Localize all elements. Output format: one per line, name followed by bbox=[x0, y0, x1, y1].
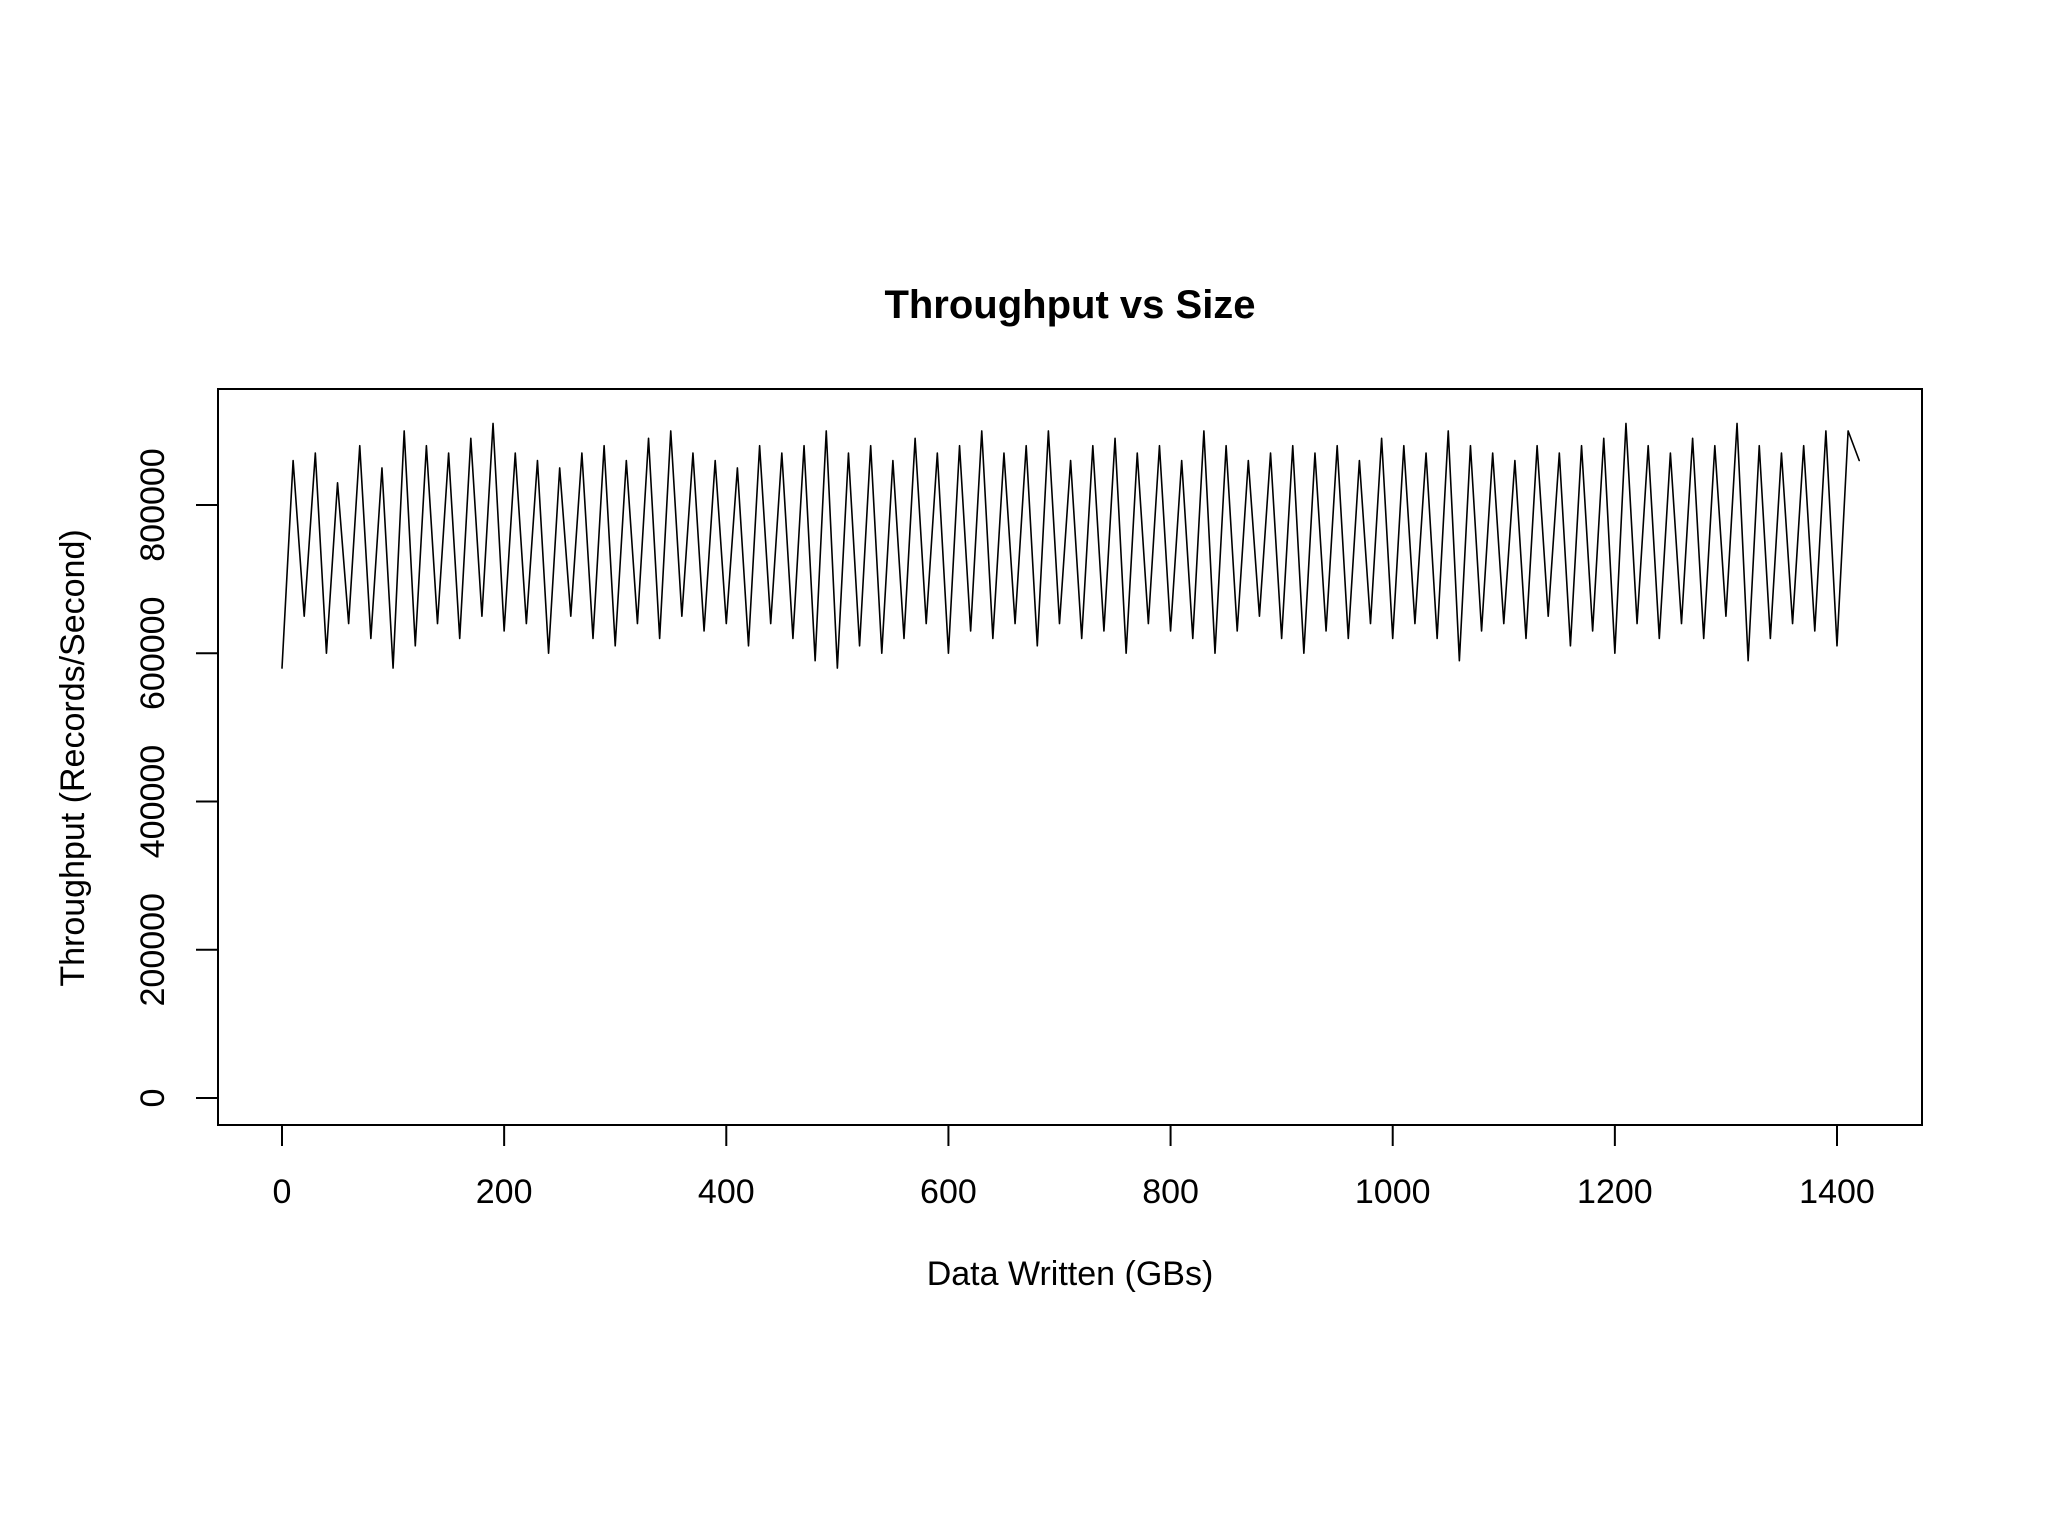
plot-frame bbox=[217, 388, 1923, 1126]
x-tick-label: 1000 bbox=[1355, 1173, 1431, 1211]
y-tick-label: 400000 bbox=[134, 745, 172, 858]
x-tick-label: 600 bbox=[920, 1173, 977, 1211]
y-axis: 0 200000 400000 600000 800000 bbox=[134, 448, 219, 1108]
series-layer bbox=[281, 422, 1861, 669]
y-tick-label: 200000 bbox=[134, 893, 172, 1006]
x-axis-label: Data Written (GBs) bbox=[927, 1255, 1214, 1293]
y-tick-label: 0 bbox=[134, 1089, 172, 1108]
x-tick-label: 800 bbox=[1142, 1173, 1199, 1211]
throughput-series-line bbox=[281, 422, 1861, 669]
x-tick-label: 1200 bbox=[1577, 1173, 1653, 1211]
x-tick-label: 1400 bbox=[1799, 1173, 1875, 1211]
y-axis-label: Throughput (Records/Second) bbox=[54, 529, 92, 986]
x-tick-label: 400 bbox=[698, 1173, 755, 1211]
y-tick-label: 600000 bbox=[134, 597, 172, 710]
chart-title: Throughput vs Size bbox=[884, 283, 1255, 327]
x-tick-label: 0 bbox=[273, 1173, 292, 1211]
x-tick-label: 200 bbox=[476, 1173, 533, 1211]
y-tick-label: 800000 bbox=[134, 448, 172, 561]
x-axis: 0 200 400 600 800 1000 1200 1400 bbox=[273, 1124, 1875, 1211]
